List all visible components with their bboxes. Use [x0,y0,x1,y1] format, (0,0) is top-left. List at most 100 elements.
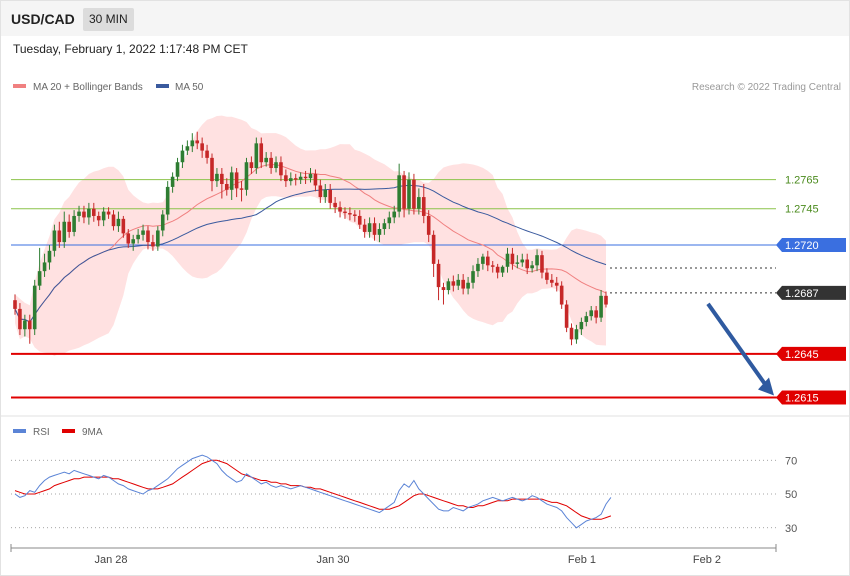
candle-body [431,234,436,264]
candle [451,275,456,292]
candle-body [220,173,224,185]
candle [62,211,67,248]
candle [397,163,401,218]
candle-body [72,215,76,232]
rsi-panel: 70 50 30 [11,454,797,535]
candle [313,169,318,192]
ma50-legend-swatch [156,84,169,88]
candle [564,300,569,333]
candle [165,181,170,221]
candle [481,253,485,270]
candle-body [13,300,17,309]
rsi-legend-label: RSI [33,427,50,438]
candle [490,260,495,273]
candle-body [328,189,332,203]
candle [205,144,209,164]
candle [37,247,42,291]
candle [382,218,387,235]
candle-body [175,162,180,177]
candle-body [353,214,357,216]
candle-body [392,211,397,218]
candle [190,133,195,153]
candle-body [303,176,308,179]
candle [367,217,372,238]
rsi-ma-legend-swatch [62,429,75,433]
candle [229,166,234,200]
candle-body [62,221,67,243]
candle-body [569,327,574,340]
candle [259,137,264,169]
candle-body [146,230,150,243]
candle-body [446,281,451,291]
candle [308,168,313,183]
timeframe-badge[interactable]: 30 MIN [83,8,134,31]
candle-body [264,157,268,163]
candle-body [397,175,401,212]
candle-body [131,239,135,244]
candle [170,172,175,193]
candle-body [224,184,229,190]
candle-body [520,259,525,263]
candle-body [387,217,392,224]
candle [500,265,505,277]
candle-body [77,211,81,216]
candle-body [333,202,337,208]
candle [362,218,367,238]
candle-body [362,224,367,232]
candle [515,255,520,269]
candle-body [47,250,52,263]
candle [92,202,96,222]
candle [146,226,150,250]
candle [436,259,441,301]
candle-body [476,263,480,272]
candle-body [436,263,441,288]
candle [293,173,298,186]
candle [589,305,594,321]
candle [421,184,426,224]
candle-body [156,230,160,247]
candle [505,247,510,273]
candle [215,168,219,187]
candle-body [540,255,544,273]
candle [32,279,37,336]
candle [82,205,86,224]
candle [269,152,273,174]
rsi-line [14,454,612,529]
candle-body [165,186,170,215]
candle [387,211,392,230]
candle-body [545,272,549,280]
candle [402,170,406,218]
candle-body [530,265,534,269]
candle-body [559,285,564,305]
candle-body [343,211,347,214]
candle [121,215,126,238]
candle [279,156,283,182]
candle-body [200,143,204,151]
candle-body [195,140,200,144]
candle [156,226,160,251]
candle [200,137,204,158]
candle-body [298,176,303,180]
candle-body [402,175,406,209]
candle [234,168,239,198]
candle-body [412,179,416,209]
candle [254,137,259,174]
candle [599,290,603,322]
support-label: 1.2645 [785,349,819,361]
bollinger-bands [15,115,606,356]
candle [466,276,470,295]
candle-body [357,215,362,225]
candle-body [426,215,431,235]
candle [77,205,81,222]
rsi-level-label: 70 [785,455,797,467]
candle-body [274,162,278,169]
candle-body [338,207,342,212]
candle [42,253,47,277]
level-tags: 1.2765 1.2745 1.2720 1.2687 1.2645 1.2615 [776,175,846,405]
candle [495,263,500,279]
candle-body [594,310,598,318]
price-levels [11,179,780,399]
support-tag [776,346,846,361]
candle [264,152,268,167]
x-tick-label: Jan 30 [316,554,349,566]
